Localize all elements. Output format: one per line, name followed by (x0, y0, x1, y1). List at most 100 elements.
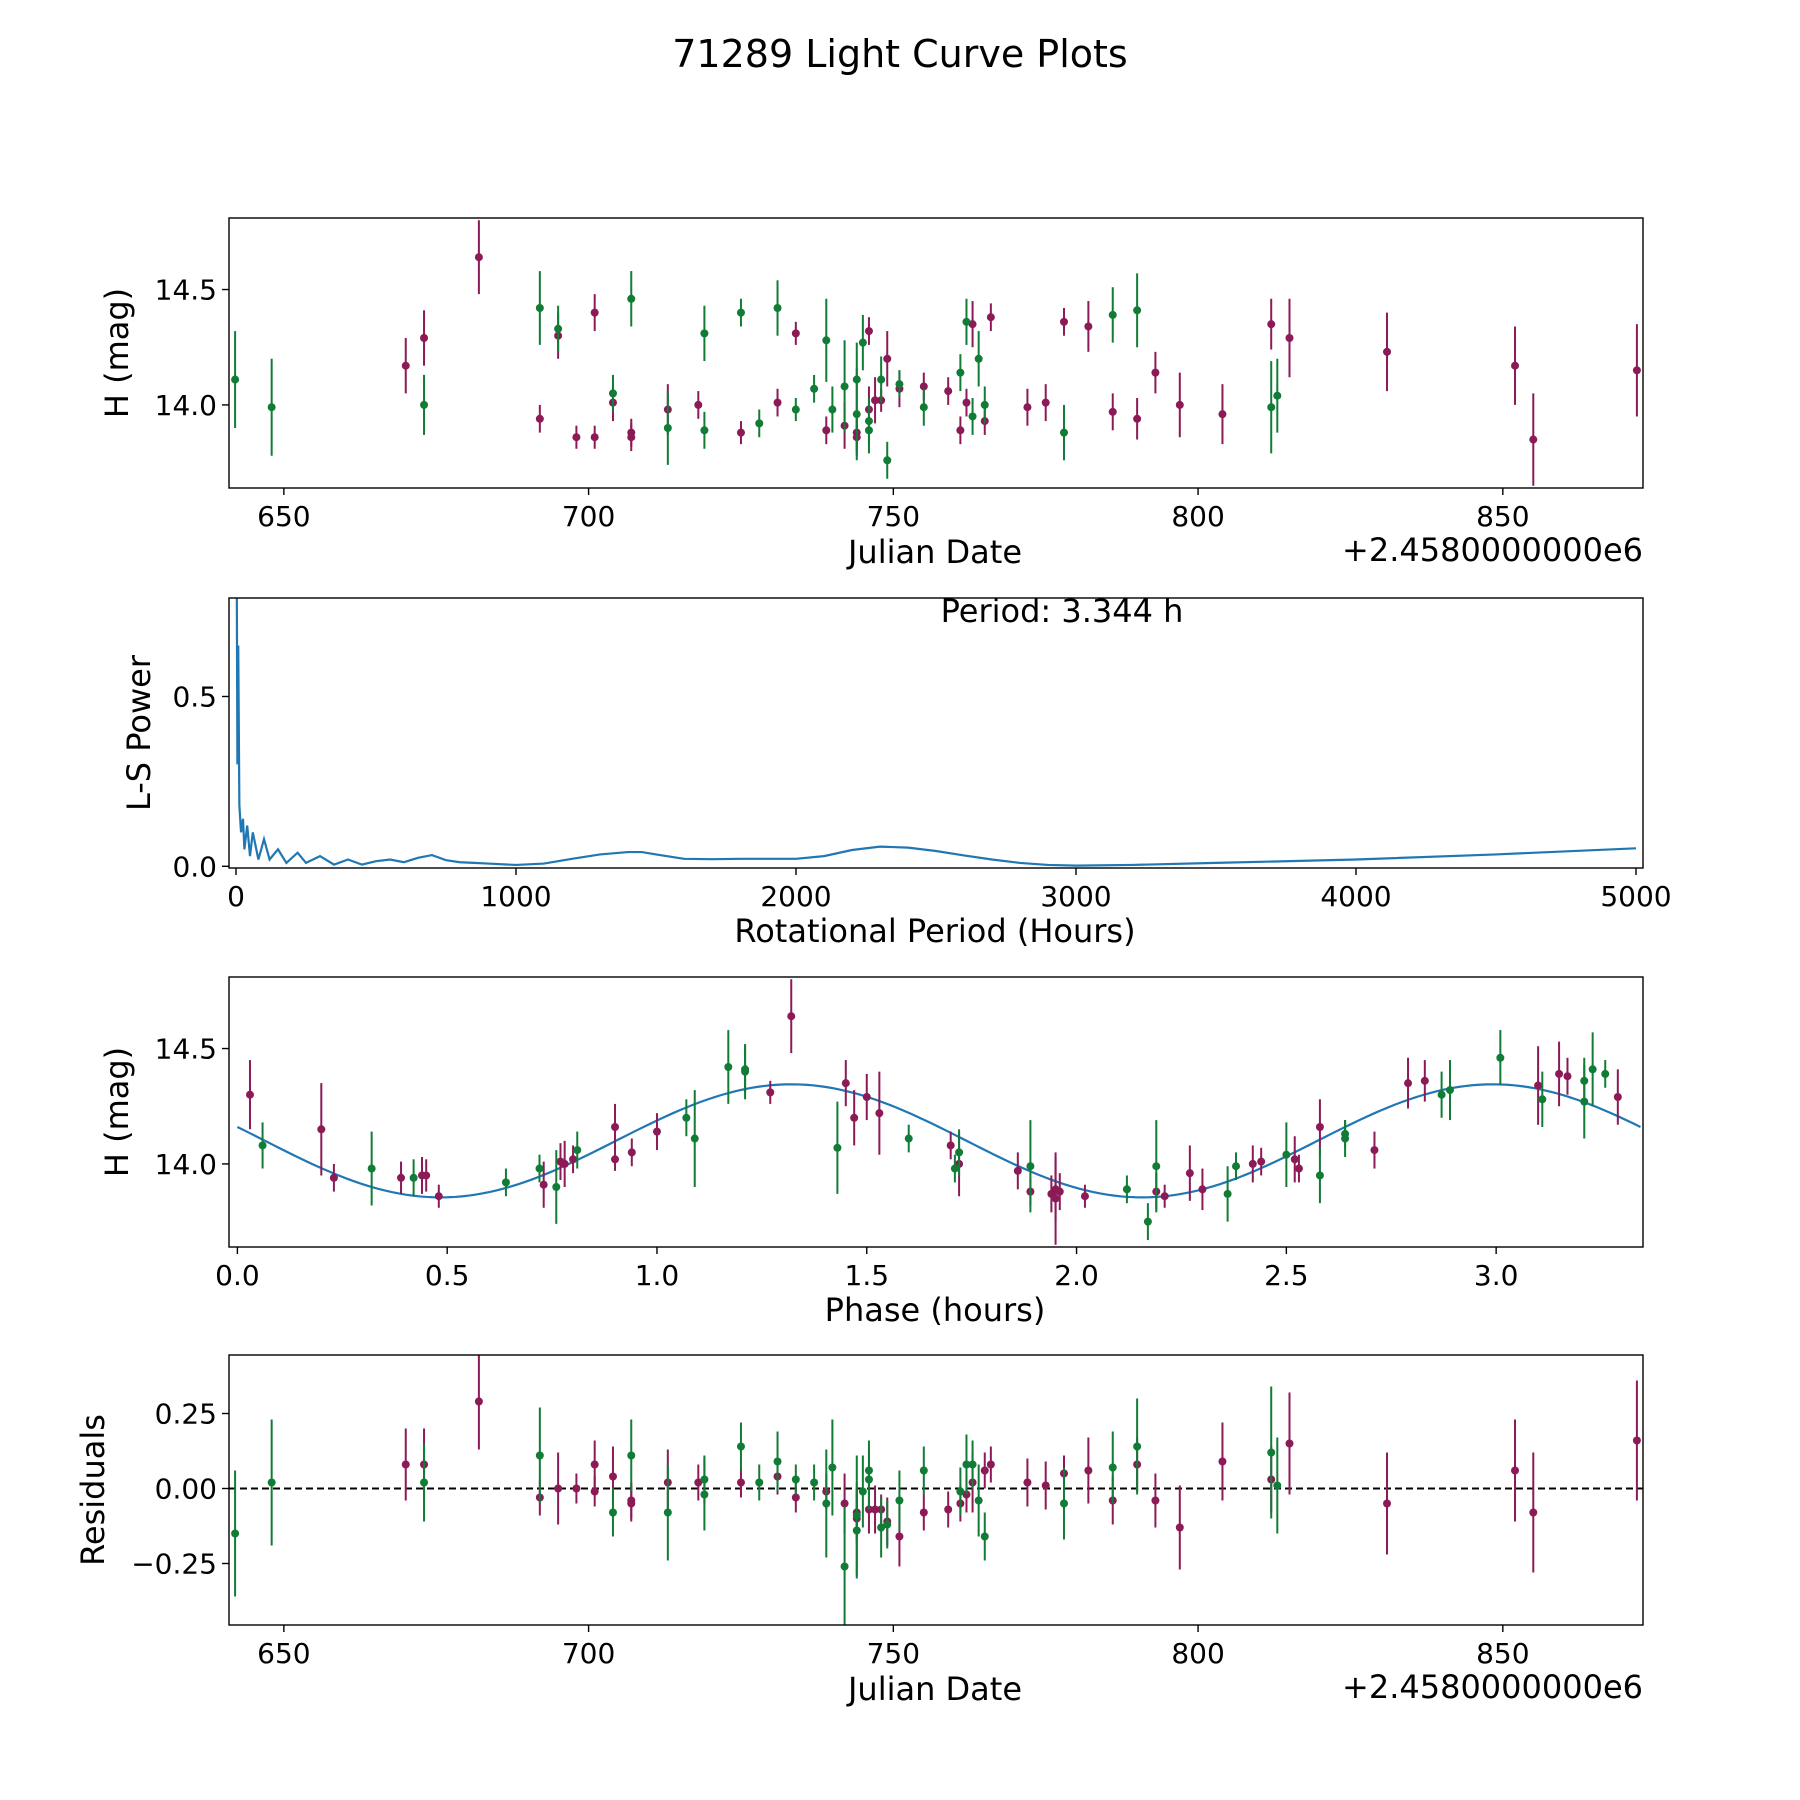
data-point (1248, 1159, 1257, 1168)
residuals-offset-label: +2.4580000000e6 (1342, 1668, 1643, 1706)
data-point (1315, 1123, 1324, 1131)
periodogram-annotation: Period: 3.344 h (941, 592, 1184, 630)
data-point (1013, 1166, 1022, 1175)
data-point (1294, 1164, 1303, 1173)
data-point (1143, 1217, 1152, 1226)
x-tick-label: 3.0 (1474, 1259, 1519, 1292)
data-point (1108, 1463, 1117, 1472)
data-point (968, 320, 977, 329)
data-point (1420, 1076, 1429, 1085)
data-point (858, 338, 867, 347)
data-point (877, 1523, 886, 1532)
data-point (1511, 1466, 1520, 1475)
y-tick-label: 14.0 (155, 389, 217, 422)
periodogram-ylabel: L-S Power (120, 654, 158, 811)
data-point (1152, 1162, 1161, 1171)
x-tick-label: 2000 (760, 880, 831, 913)
data-point (1218, 1457, 1227, 1466)
data-point (871, 396, 880, 405)
data-point (573, 1146, 582, 1155)
data-point (608, 389, 617, 398)
data-point (895, 1496, 904, 1505)
periodogram-data (235, 598, 1637, 867)
data-point (611, 1155, 620, 1164)
data-point (420, 400, 429, 409)
data-point (956, 368, 965, 377)
data-point (682, 1113, 691, 1122)
data-point (895, 380, 904, 389)
data-point (608, 1472, 617, 1481)
data-point (962, 1460, 971, 1469)
lightcurve-ylabel: H (mag) (98, 288, 136, 418)
data-point (1341, 1129, 1350, 1138)
data-point (895, 1532, 904, 1541)
data-point (1023, 1478, 1032, 1487)
data-point (1051, 1194, 1060, 1203)
data-point (700, 329, 709, 338)
data-point (883, 354, 892, 363)
data-point (852, 1511, 861, 1520)
residuals-ticks: 650 700 750 800 850 0.25 0.00 −0.25 (131, 1398, 1529, 1671)
x-tick-label: 850 (1476, 500, 1529, 533)
data-point (694, 1478, 703, 1487)
data-point (1588, 1065, 1597, 1074)
x-tick-label: 1.5 (845, 1259, 890, 1292)
data-point (944, 1505, 953, 1514)
periodogram-plot-area (235, 598, 1637, 867)
x-tick-label: 700 (562, 500, 615, 533)
x-tick-label: 0.0 (215, 1259, 260, 1292)
data-point (822, 336, 831, 345)
data-point (552, 1183, 561, 1191)
data-point (822, 1499, 831, 1508)
data-point (663, 1508, 672, 1517)
data-point (1601, 1069, 1610, 1078)
data-point (1133, 414, 1142, 423)
data-point (652, 1127, 661, 1136)
residuals-panel: 650 700 750 800 850 0.25 0.00 −0.25 Julian Date… (74, 1354, 1644, 1708)
x-tick-label: 1.0 (635, 1259, 680, 1292)
residuals-frame (228, 1354, 1644, 1626)
data-point (955, 1148, 964, 1157)
data-point (535, 414, 544, 423)
x-tick-label: 800 (1171, 500, 1224, 533)
data-point (627, 1148, 636, 1157)
data-point (968, 412, 977, 421)
data-point (919, 1508, 928, 1517)
data-point (627, 1451, 636, 1460)
data-point (1133, 306, 1142, 315)
data-point (1613, 1093, 1622, 1101)
data-point (862, 1093, 871, 1101)
data-point (864, 426, 873, 435)
data-point (608, 1508, 617, 1517)
y-tick-label: 14.5 (155, 274, 217, 307)
data-point (1538, 1095, 1547, 1104)
data-point (773, 1457, 782, 1466)
residuals-xlabel: Julian Date (846, 1670, 1022, 1708)
residuals-data (229, 1355, 1643, 1625)
data-point (1370, 1146, 1379, 1155)
data-point (956, 1487, 965, 1496)
data-point (791, 1493, 800, 1502)
x-tick-label: 0 (227, 880, 245, 913)
data-point (434, 1192, 443, 1201)
data-point (1267, 403, 1276, 412)
data-point (420, 1478, 429, 1487)
data-point (1232, 1162, 1241, 1171)
data-point (1632, 366, 1641, 375)
data-point (422, 1171, 431, 1180)
data-point (986, 313, 995, 322)
data-point (828, 1463, 837, 1472)
data-point (572, 1484, 581, 1493)
data-point (1108, 310, 1117, 319)
data-point (1555, 1069, 1564, 1078)
data-point (1151, 1496, 1160, 1505)
data-point (822, 426, 831, 435)
data-point (883, 1520, 892, 1529)
phased-ticks: 0.0 0.5 1.0 1.5 2.0 2.5 3.0 14.0 14.5 (155, 1033, 1519, 1292)
data-point (409, 1173, 418, 1182)
y-tick-label: 0.0 (172, 850, 217, 883)
data-point (1580, 1097, 1589, 1106)
phased-xlabel: Phase (hours) (825, 1291, 1046, 1329)
periodogram-frame (228, 597, 1644, 869)
data-point (535, 1451, 544, 1460)
